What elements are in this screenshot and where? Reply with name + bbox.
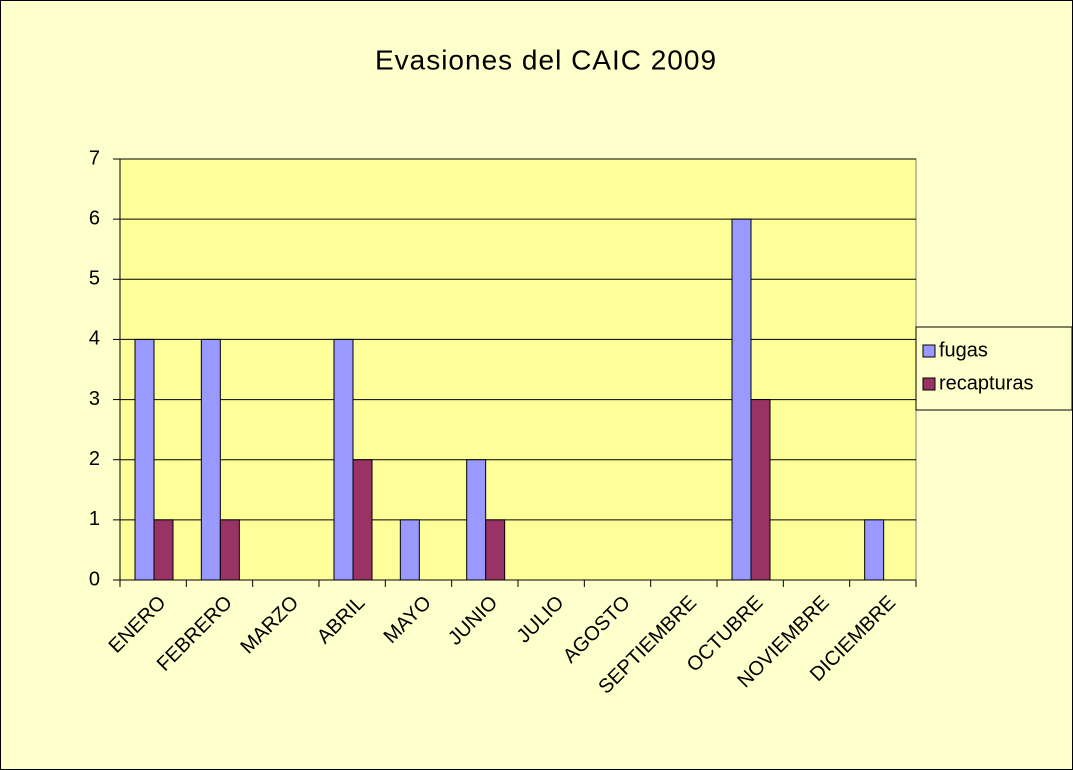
bar <box>200 338 221 581</box>
y-tick-label: 5 <box>89 268 100 290</box>
legend-label: fugas <box>939 339 988 361</box>
bar <box>864 519 885 581</box>
y-tick-label: 4 <box>89 328 100 350</box>
y-tick-label: 3 <box>89 388 100 410</box>
y-tick-label: 0 <box>89 568 100 590</box>
bar <box>485 519 506 581</box>
bar <box>153 519 174 581</box>
bar <box>466 459 487 581</box>
plot-area <box>119 158 917 581</box>
y-tick-label: 7 <box>89 147 100 169</box>
bar <box>134 338 155 581</box>
legend-swatch <box>922 377 936 391</box>
bar <box>399 519 420 581</box>
y-tick-label: 1 <box>89 508 100 530</box>
bar <box>219 519 240 581</box>
bar <box>731 218 752 581</box>
chart-title: Evasiones del CAIC 2009 <box>375 44 717 75</box>
legend-label: recapturas <box>939 372 1034 394</box>
y-tick-label: 6 <box>89 207 100 229</box>
legend <box>915 326 1073 411</box>
legend-swatch <box>922 344 936 358</box>
bar <box>352 459 373 581</box>
y-tick-label: 2 <box>89 448 100 470</box>
bar <box>333 338 354 581</box>
bar <box>750 399 771 581</box>
